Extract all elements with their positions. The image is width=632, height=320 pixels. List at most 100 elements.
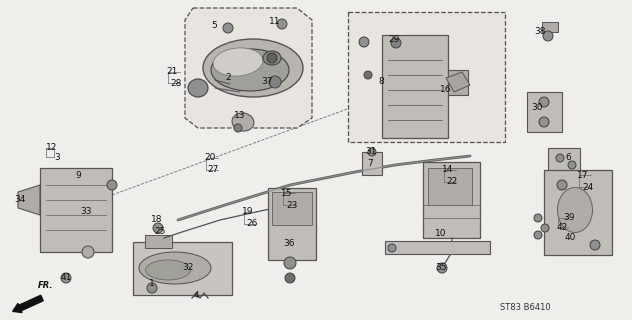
Text: 35: 35 [435, 263, 447, 273]
Text: ST83 B6410: ST83 B6410 [500, 303, 550, 313]
Polygon shape [548, 148, 580, 175]
Circle shape [556, 154, 564, 162]
Circle shape [541, 224, 549, 232]
Bar [348, 12, 505, 142]
Bar [133, 242, 232, 295]
Circle shape [269, 76, 281, 88]
Text: 3: 3 [54, 153, 60, 162]
Bar [544, 170, 612, 255]
Text: 34: 34 [15, 196, 26, 204]
Bar [268, 188, 316, 260]
Text: 16: 16 [441, 85, 452, 94]
Ellipse shape [232, 113, 254, 131]
Text: 7: 7 [367, 158, 373, 167]
Text: 11: 11 [269, 18, 281, 27]
Polygon shape [185, 8, 312, 128]
Text: 4: 4 [193, 291, 199, 300]
Polygon shape [446, 72, 470, 92]
Text: 28: 28 [170, 78, 181, 87]
Text: 33: 33 [80, 207, 92, 217]
Circle shape [82, 246, 94, 258]
Text: 27: 27 [207, 165, 219, 174]
Text: 6: 6 [565, 153, 571, 162]
Text: 42: 42 [556, 222, 568, 231]
Text: 40: 40 [564, 234, 576, 243]
Text: 37: 37 [261, 77, 273, 86]
Polygon shape [18, 185, 40, 215]
Circle shape [437, 263, 447, 273]
Text: 26: 26 [246, 220, 258, 228]
Circle shape [539, 117, 549, 127]
Ellipse shape [557, 188, 593, 233]
Text: 9: 9 [75, 171, 81, 180]
Bar [40, 168, 112, 252]
Bar [272, 192, 312, 225]
Ellipse shape [263, 51, 281, 65]
Circle shape [61, 273, 71, 283]
Text: 12: 12 [46, 143, 58, 153]
Circle shape [234, 124, 242, 132]
FancyArrow shape [13, 295, 43, 313]
Circle shape [568, 161, 576, 169]
Circle shape [277, 19, 287, 29]
Circle shape [147, 283, 157, 293]
Ellipse shape [145, 260, 190, 280]
Text: 41: 41 [60, 274, 71, 283]
Circle shape [267, 53, 277, 63]
Text: 18: 18 [151, 215, 163, 225]
Circle shape [557, 180, 567, 190]
Circle shape [284, 257, 296, 269]
Bar [362, 152, 382, 175]
Circle shape [364, 71, 372, 79]
Circle shape [359, 37, 369, 47]
Text: 38: 38 [534, 28, 546, 36]
Polygon shape [448, 70, 468, 95]
Polygon shape [527, 92, 562, 132]
Circle shape [391, 38, 401, 48]
Circle shape [388, 244, 396, 252]
Text: FR.: FR. [38, 282, 54, 291]
Ellipse shape [188, 79, 208, 97]
Text: 21: 21 [166, 68, 178, 76]
Ellipse shape [211, 49, 289, 91]
Text: 31: 31 [365, 148, 377, 156]
Text: 17: 17 [577, 171, 589, 180]
Circle shape [534, 231, 542, 239]
Text: 1: 1 [149, 278, 155, 287]
Text: 14: 14 [442, 165, 454, 174]
Text: 13: 13 [234, 110, 246, 119]
Text: 20: 20 [204, 154, 216, 163]
Text: 24: 24 [582, 182, 593, 191]
Text: 23: 23 [286, 201, 298, 210]
Circle shape [223, 23, 233, 33]
Text: 25: 25 [154, 228, 166, 236]
Bar [382, 35, 448, 138]
Text: 36: 36 [283, 238, 295, 247]
Text: 39: 39 [563, 213, 574, 222]
Text: 8: 8 [378, 77, 384, 86]
Text: 22: 22 [446, 178, 458, 187]
Text: 29: 29 [388, 36, 399, 44]
Text: 5: 5 [211, 20, 217, 29]
Bar [385, 241, 490, 254]
Ellipse shape [203, 39, 303, 97]
Text: 30: 30 [532, 103, 543, 113]
Circle shape [285, 273, 295, 283]
Text: 10: 10 [435, 228, 447, 237]
Circle shape [534, 214, 542, 222]
Circle shape [590, 240, 600, 250]
Ellipse shape [139, 252, 211, 284]
Bar [428, 168, 472, 205]
Circle shape [539, 97, 549, 107]
Ellipse shape [213, 48, 263, 76]
Bar [145, 235, 172, 248]
Circle shape [107, 180, 117, 190]
Text: 15: 15 [281, 188, 293, 197]
Text: 2: 2 [225, 73, 231, 82]
Bar [542, 22, 558, 32]
Bar [423, 162, 480, 238]
Text: 19: 19 [242, 207, 254, 217]
Circle shape [368, 148, 376, 156]
Circle shape [153, 223, 163, 233]
Text: 32: 32 [182, 263, 193, 273]
